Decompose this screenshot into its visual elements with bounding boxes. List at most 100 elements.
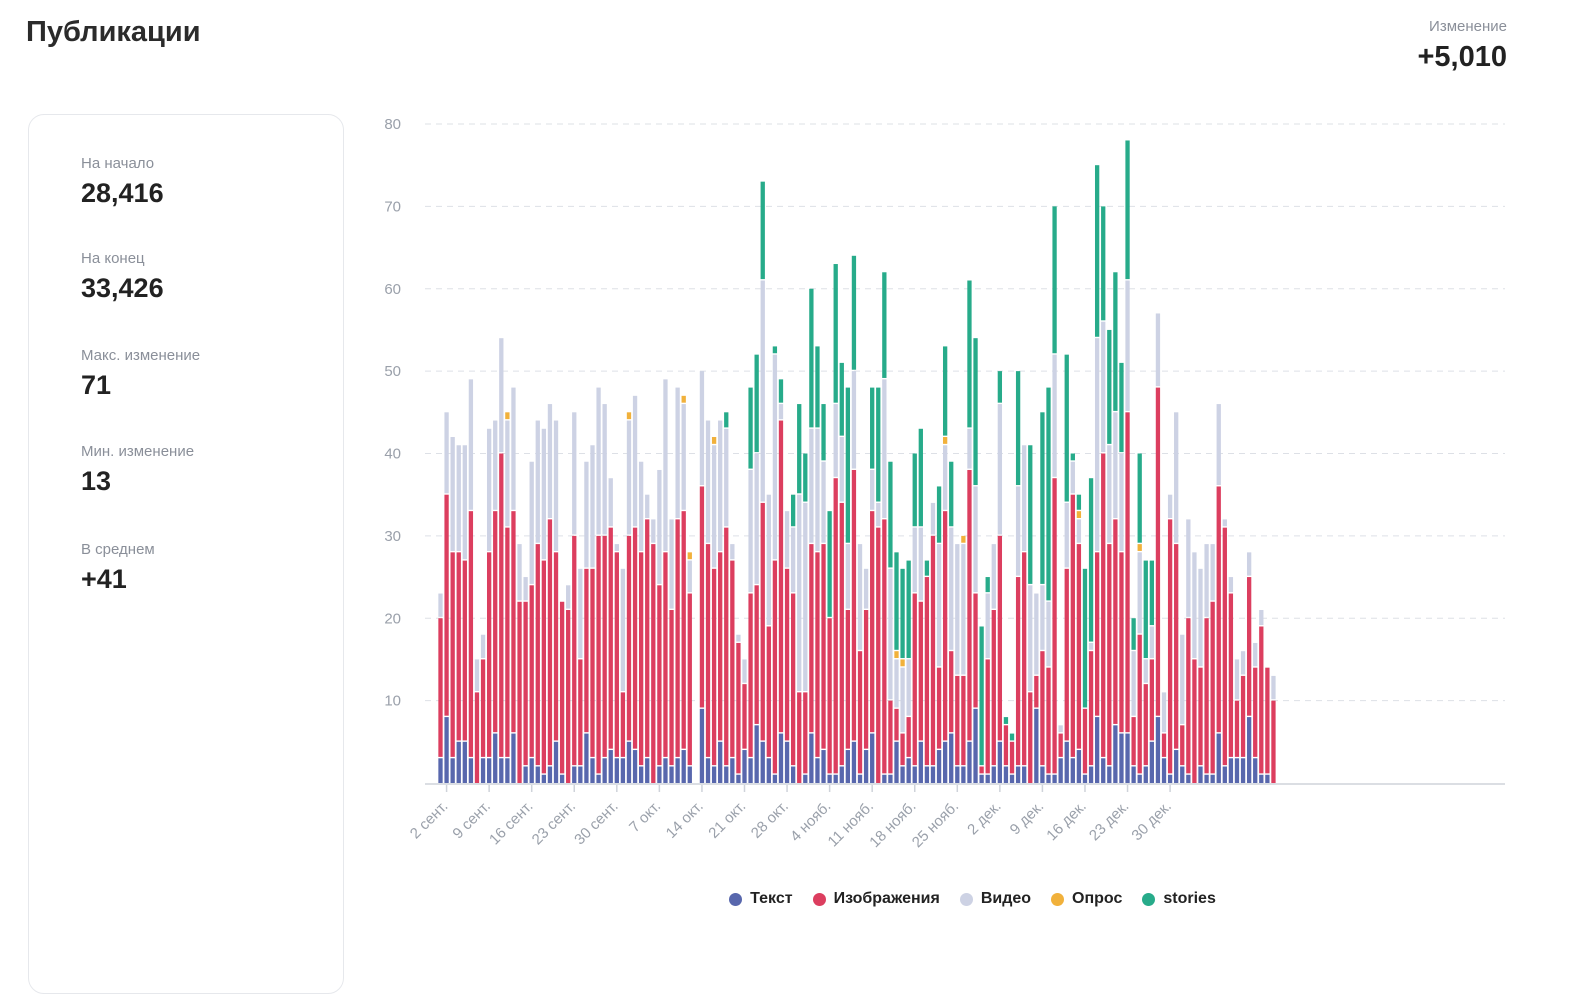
bar-stack — [1113, 272, 1118, 783]
legend-item[interactable]: Видео — [959, 890, 1031, 908]
bar-segment-Изображения — [614, 552, 619, 757]
bar-segment-Текст — [863, 750, 869, 783]
bar-segment-Видео — [876, 502, 881, 527]
bar-segment-stories — [1113, 272, 1118, 411]
bar-segment-Текст — [1058, 758, 1063, 783]
bar-segment-Видео — [1155, 313, 1161, 387]
bar-stack — [705, 420, 711, 783]
bar-segment-Изображения — [1015, 577, 1021, 766]
bar-segment-Изображения — [870, 511, 875, 733]
legend-item[interactable]: stories — [1142, 890, 1216, 908]
bar-segment-Изображения — [827, 618, 832, 774]
bar-segment-Изображения — [1082, 708, 1088, 774]
bar-segment-Видео — [778, 404, 784, 420]
bar-segment-Текст — [790, 766, 796, 783]
bar-segment-Изображения — [1198, 667, 1203, 766]
bar-segment-Текст — [809, 733, 814, 783]
bar-segment-Изображения — [584, 568, 589, 733]
bar-segment-Изображения — [912, 593, 917, 766]
bar-segment-Изображения — [754, 585, 759, 724]
bar-segment-Изображения — [1088, 651, 1094, 766]
bar-segment-stories — [1131, 618, 1136, 650]
bar-segment-Текст — [949, 733, 954, 783]
bar-segment-Видео — [1192, 552, 1197, 659]
bar-segment-stories — [851, 255, 857, 370]
x-tick-label: 23 дек. — [1086, 798, 1132, 844]
bar-segment-Видео — [1253, 642, 1258, 667]
bar-segment-Текст — [1259, 774, 1264, 783]
bar-segment-Изображения — [991, 610, 996, 766]
bar-stack — [979, 626, 984, 783]
bar-segment-Изображения — [803, 692, 808, 774]
bar-segment-Текст — [1167, 774, 1173, 783]
bar-stack — [1064, 354, 1069, 783]
stat-label: На конец — [81, 250, 145, 267]
bar-stack — [882, 272, 887, 783]
bar-segment-Текст — [1246, 717, 1252, 783]
bar-segment-Текст — [529, 758, 534, 783]
bar-segment-Изображения — [1240, 675, 1246, 757]
bar-segment-Видео — [797, 494, 802, 691]
change-value: +5,010 — [1417, 41, 1507, 73]
bar-segment-Видео — [724, 428, 729, 527]
bar-stack — [468, 379, 474, 783]
bar-segment-Изображения — [578, 659, 583, 766]
bar-segment-Видео — [511, 387, 516, 510]
bar-segment-Видео — [845, 544, 851, 609]
bar-stack — [985, 577, 990, 783]
bar-segment-Видео — [523, 577, 528, 601]
bar-stack — [833, 264, 838, 783]
bar-segment-Видео — [936, 544, 942, 667]
bar-segment-Текст — [724, 766, 729, 783]
legend-dot-icon — [812, 892, 826, 906]
bar-stack — [797, 404, 802, 783]
legend-label: stories — [1163, 890, 1216, 907]
bar-segment-Видео — [1040, 585, 1045, 650]
bar-segment-Видео — [760, 280, 765, 502]
bar-segment-Видео — [1088, 642, 1094, 650]
bar-segment-Изображения — [535, 544, 540, 766]
bar-segment-Видео — [851, 371, 857, 469]
bar-segment-Видео — [973, 486, 978, 593]
bar-segment-Видео — [863, 568, 869, 609]
bar-segment-Текст — [468, 758, 474, 783]
bar-stack — [1028, 445, 1033, 783]
bar-segment-Видео — [1167, 494, 1173, 518]
stat-value: 33,426 — [81, 273, 164, 303]
legend-item[interactable]: Текст — [729, 890, 793, 908]
bar-segment-Изображения — [882, 519, 887, 774]
legend-dot-icon — [729, 892, 743, 906]
bar-stack — [535, 420, 540, 783]
bar-segment-Видео — [754, 453, 759, 584]
bar-stack — [578, 568, 583, 783]
bar-stack — [1143, 560, 1148, 783]
bar-segment-Видео — [1113, 412, 1118, 518]
bar-segment-Изображения — [985, 659, 990, 774]
legend-item[interactable]: Изображения — [812, 890, 940, 908]
bar-segment-Текст — [1101, 758, 1106, 783]
bar-segment-Текст — [480, 758, 486, 783]
bar-segment-Видео — [997, 404, 1003, 535]
bar-segment-Текст — [967, 741, 972, 783]
bar-segment-Изображения — [833, 478, 838, 774]
bar-segment-stories — [1137, 453, 1142, 543]
bar-segment-Текст — [1131, 766, 1136, 783]
bar-stack — [456, 445, 461, 783]
bar-segment-Опрос — [894, 651, 899, 659]
bar-segment-Видео — [718, 420, 723, 551]
bar-segment-Текст — [523, 766, 528, 783]
bar-stack — [845, 387, 851, 783]
bar-segment-Текст — [870, 733, 875, 783]
bar-segment-Изображения — [797, 692, 802, 783]
bar-segment-Изображения — [572, 535, 577, 766]
bar-segment-Текст — [803, 774, 808, 783]
bar-stack — [626, 412, 632, 783]
bar-segment-Опрос — [961, 535, 966, 543]
bar-segment-Изображения — [809, 544, 814, 733]
bar-segment-Изображения — [1107, 544, 1112, 766]
bar-stack — [821, 404, 826, 783]
bar-segment-Изображения — [1009, 741, 1015, 774]
bar-segment-Видео — [1246, 552, 1252, 576]
legend-item[interactable]: Опрос — [1051, 890, 1122, 908]
bar-stack — [1174, 412, 1179, 783]
